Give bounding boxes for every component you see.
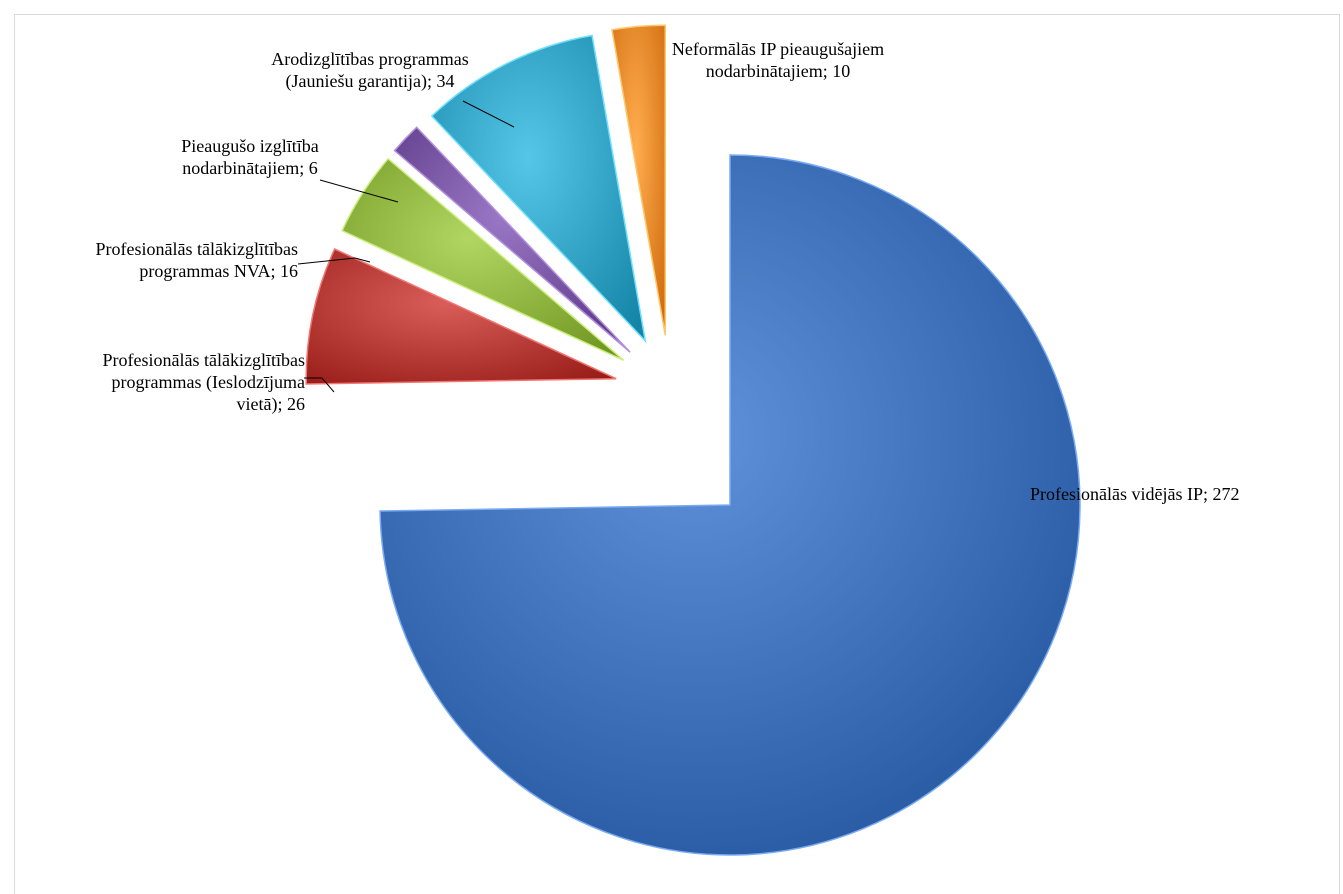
leader-line-4 — [319, 179, 399, 203]
data-label-line: Profesionālās tālākizglītības — [103, 350, 305, 370]
data-label-line: Arodizglītības programmas — [271, 49, 468, 69]
leader-line-2 — [304, 377, 335, 393]
data-label-4: Pieaugušo izglītība nodarbinātajiem; 6 — [181, 136, 318, 178]
data-label-1: Profesionālās vidējās IP; 272 — [1030, 484, 1239, 504]
pie-slice-2 — [305, 248, 617, 385]
data-label-line: (Jauniešu garantija); 34 — [286, 71, 455, 92]
data-label-line: vietā); 26 — [237, 394, 305, 415]
leader-lines — [297, 100, 515, 393]
data-label-line: nodarbinātajiem; 6 — [182, 158, 317, 178]
pie-slice-3 — [341, 157, 625, 362]
data-label-3: Profesionālās tālākizglītības programmas … — [96, 239, 298, 281]
data-label-5: Arodizglītības programmas (Jauniešu garan… — [271, 49, 468, 92]
pie-slices — [305, 24, 1081, 856]
data-label-line: programmas NVA; 16 — [139, 261, 298, 281]
data-label-line: nodarbinātajiem; 10 — [706, 61, 850, 81]
leader-line-3 — [297, 257, 371, 265]
data-labels: Profesionālās vidējās IP; 272 Profesionāl… — [96, 39, 1240, 504]
data-label-6: Neformālās IP pieaugušajiem nodarbinātaji… — [672, 39, 884, 81]
data-label-line: Pieaugušo izglītība — [181, 136, 318, 156]
data-label-line: Neformālās IP pieaugušajiem — [672, 39, 884, 59]
data-label-line: Profesionālās tālākizglītības — [96, 239, 298, 259]
data-label-line: programmas (Ieslodzījuma — [112, 372, 305, 393]
pie-slice-6 — [611, 24, 667, 336]
pie-slice-4 — [393, 126, 631, 353]
pie-slice-1 — [379, 154, 1081, 856]
leader-line-5 — [462, 100, 515, 128]
data-label-2: Profesionālās tālākizglītības programmas … — [103, 350, 305, 415]
data-label-line: Profesionālās vidējās IP; 272 — [1030, 484, 1239, 504]
